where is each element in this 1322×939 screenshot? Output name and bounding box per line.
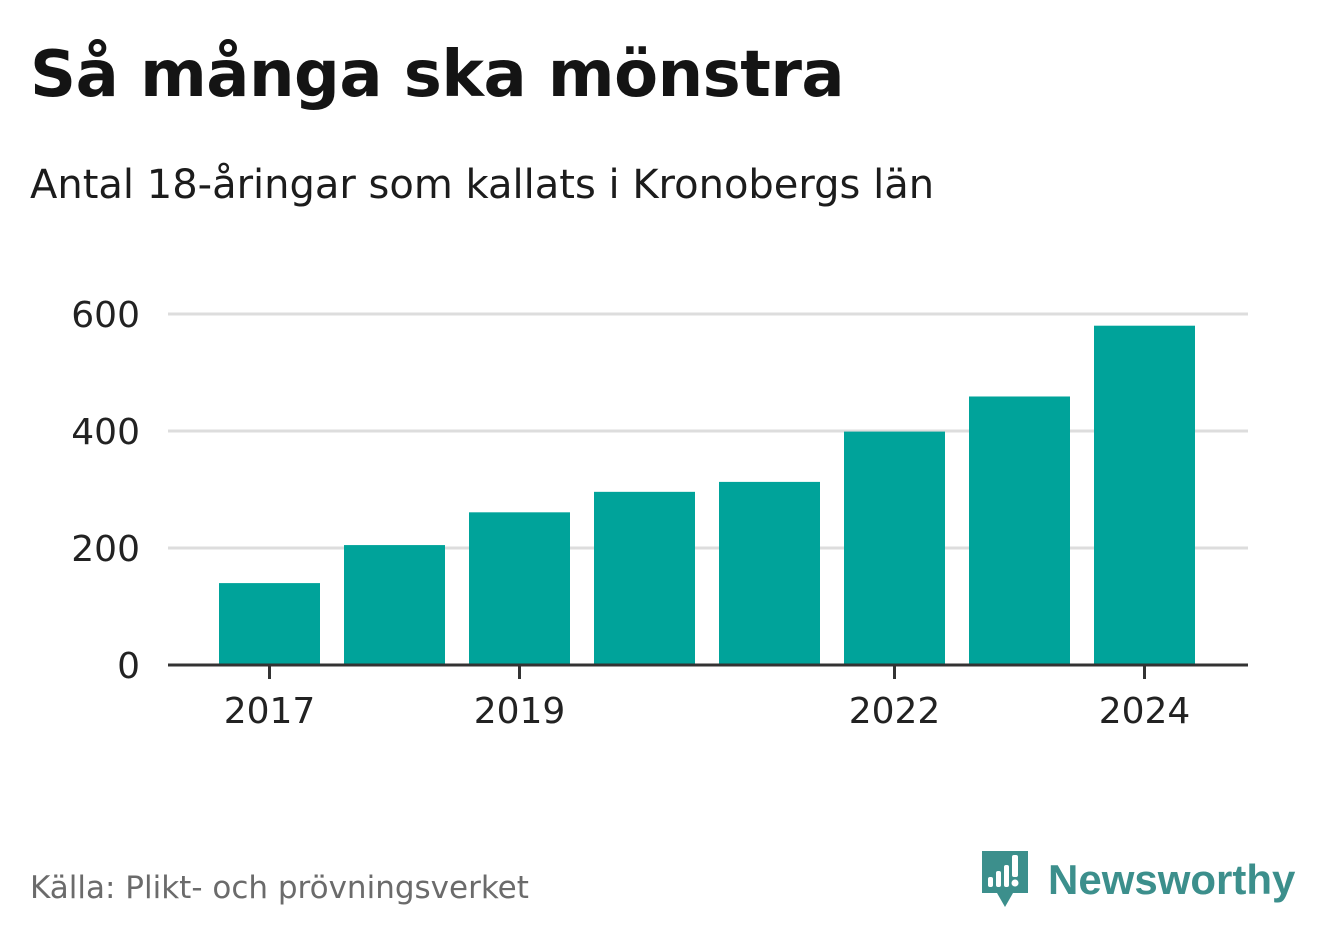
bar-2023 <box>969 396 1070 665</box>
bar-2018 <box>344 545 445 665</box>
x-tick-label-2024: 2024 <box>1099 691 1191 732</box>
bar-2020 <box>594 491 695 665</box>
x-tick-label-2017: 2017 <box>224 691 316 732</box>
brand-logo: Newsworthy <box>980 848 1295 912</box>
y-tick-label-400: 400 <box>71 412 140 453</box>
x-tick-label-2019: 2019 <box>474 691 566 732</box>
chart-title: Så många ska mönstra <box>30 38 845 112</box>
newsworthy-logo-icon <box>982 851 1028 907</box>
axes: 0 200 400 600 2017 2019 2022 2024 <box>71 295 1248 732</box>
bar-chart: 0 200 400 600 2017 2019 2022 2024 <box>71 295 1248 732</box>
y-tick-label-600: 600 <box>71 295 140 336</box>
bar-2024 <box>1094 325 1195 665</box>
y-tick-label-200: 200 <box>71 529 140 570</box>
bar-2022 <box>844 431 945 665</box>
bar-2017 <box>219 583 320 665</box>
chart-subtitle: Antal 18-åringar som kallats i Kronoberg… <box>30 162 935 208</box>
bars <box>219 325 1195 665</box>
brand-name: Newsworthy <box>1048 856 1296 903</box>
x-tick-label-2022: 2022 <box>849 691 941 732</box>
bar-2021 <box>719 481 820 665</box>
gridlines <box>168 312 1248 550</box>
y-tick-label-0: 0 <box>117 646 140 687</box>
bar-2019 <box>469 512 570 665</box>
source-note: Källa: Plikt- och prövningsverket <box>30 870 529 906</box>
